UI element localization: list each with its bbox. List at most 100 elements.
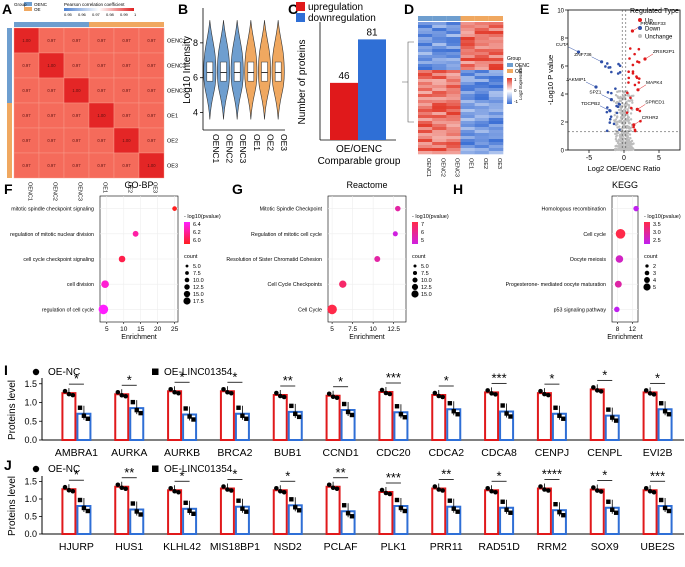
legend-label: OE-NC (48, 464, 80, 475)
heatmap-cell (418, 148, 433, 152)
term-label: Cell cycle (583, 232, 606, 238)
heatmap-cell (418, 103, 433, 107)
heatmap-cell (446, 139, 461, 143)
cell-value: 0.97 (97, 138, 106, 143)
heatmap-cell (460, 106, 475, 110)
heatmap-cell (432, 97, 447, 101)
heatmap-cell (446, 67, 461, 71)
panel-letter-g: G (232, 181, 243, 197)
col-label: OE2 (127, 182, 133, 193)
heatmap-cell (63, 27, 90, 54)
group-bar-top (460, 16, 475, 21)
heatmap-cell (63, 52, 90, 79)
data-point-nc (546, 488, 551, 493)
data-point-nc (70, 392, 76, 398)
data-point-linc (398, 412, 404, 417)
heatmap-cell (418, 85, 433, 89)
heatmap-cell (474, 70, 490, 74)
legend-title: - log10(pvalue) (412, 214, 449, 220)
heatmap-cell (488, 55, 504, 59)
data-point-nc (172, 488, 177, 494)
heatmap-cell (418, 97, 433, 101)
heatmap-cell (488, 37, 504, 41)
heatmap-cell (488, 148, 504, 152)
heatmap-cell (418, 136, 433, 140)
heatmap-cell (446, 43, 461, 47)
data-point-nc (387, 391, 393, 397)
point-unchanged (629, 147, 633, 151)
heatmap-cell (488, 85, 504, 89)
data-point-linc (500, 499, 505, 504)
data-point-nc (436, 487, 442, 492)
data-point-nc (277, 393, 283, 399)
cell-value: 1.00 (97, 113, 106, 118)
heatmap-cell (460, 139, 475, 143)
col-label: OE3 (496, 158, 502, 169)
point-unchanged (621, 127, 624, 130)
legend-swatch (24, 7, 32, 11)
legend-label: OE (515, 69, 523, 75)
significance-stars: * (127, 372, 132, 387)
heatmap-cell (446, 112, 461, 116)
x-tick-label: AMBRA1 (55, 447, 98, 459)
heatmap-cell (488, 151, 504, 155)
group-bar-top (89, 22, 114, 27)
point-unchanged (622, 137, 626, 140)
point-unchanged (629, 118, 633, 121)
row-label: OENC3 (167, 89, 186, 95)
cell-value: 0.97 (147, 38, 156, 43)
data-point-nc (542, 391, 547, 397)
legend-tick: 0 (514, 88, 517, 93)
heatmap-cell (432, 103, 447, 107)
data-point-linc (613, 510, 619, 515)
heatmap-cell (432, 40, 447, 44)
bar-oe-nc (114, 393, 130, 441)
term-label: Progesterone- mediated oocyte maturation (506, 282, 606, 288)
heatmap-cell (418, 118, 433, 122)
term-label: Homologous recombination (542, 207, 607, 213)
legend-label: Down (645, 27, 660, 33)
heatmap-cell (113, 127, 140, 154)
legend-colorbar (64, 8, 134, 11)
heatmap-cell (138, 152, 165, 179)
heatmap-cell (13, 102, 40, 129)
heatmap-cell (432, 94, 447, 98)
legend-size-dot (412, 277, 418, 283)
point-unchanged (617, 138, 621, 141)
data-point-nc (274, 485, 279, 491)
heatmap-cell (432, 145, 447, 149)
heatmap-cell (446, 25, 461, 29)
labeled-point (600, 60, 604, 64)
violin-box (206, 61, 214, 82)
heatmap-cell (460, 55, 475, 59)
data-point-nc (281, 489, 287, 495)
heatmap-cell (474, 64, 490, 68)
cell-value: 0.97 (22, 138, 31, 143)
point-down (604, 65, 607, 68)
heatmap-cell (488, 46, 504, 50)
heatmap-cell (488, 70, 504, 74)
heatmap-cell (432, 64, 447, 68)
y-tick-label: 1.5 (24, 477, 37, 487)
heatmap-cell (432, 133, 447, 137)
point-down (609, 115, 613, 118)
heatmap-cell (446, 118, 461, 122)
heatmap-cell (488, 49, 504, 53)
x-tick-label: CDCA2 (428, 447, 464, 459)
heatmap-cell (474, 46, 490, 50)
group-bar-top (488, 16, 503, 21)
heatmap-cell (460, 133, 475, 137)
legend-label: OE-LINC01354 (164, 464, 233, 475)
heatmap-cell (460, 121, 475, 125)
panel-letter-c: C (288, 1, 298, 17)
heatmap-cell (418, 124, 433, 128)
data-point-linc (191, 417, 196, 422)
point-down (608, 66, 612, 69)
panel-letter-i: I (4, 362, 8, 378)
heatmap-cell (460, 115, 475, 119)
point-down (605, 62, 609, 65)
cell-value: 1.00 (147, 163, 156, 168)
panel-letter-h: H (453, 181, 463, 197)
legend-tick: 3 (653, 271, 656, 277)
bar-oe-nc (536, 392, 552, 441)
